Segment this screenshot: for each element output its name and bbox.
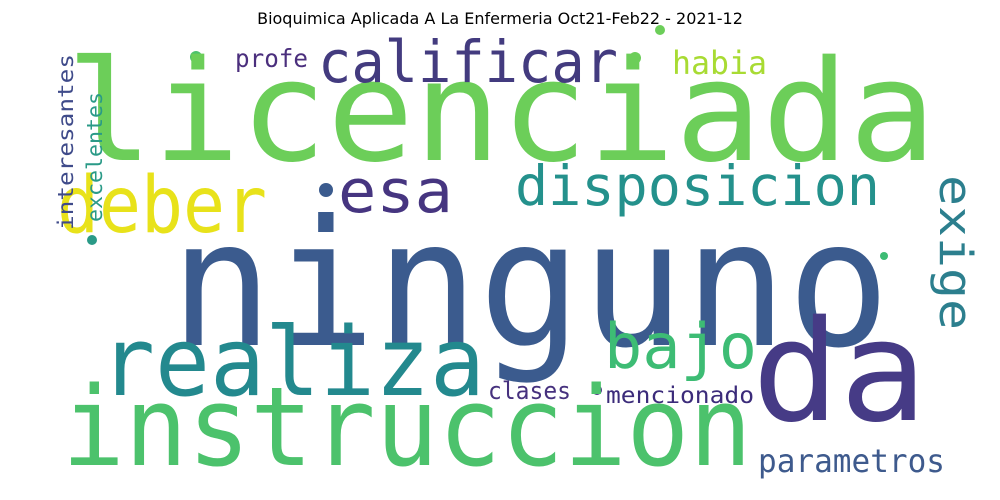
word-licenciada: licenciada — [66, 31, 936, 194]
dot-mark — [592, 385, 602, 395]
word-disposicion: disposicion — [515, 154, 880, 218]
dots-layer — [87, 25, 888, 395]
word-exige: exige — [929, 175, 982, 330]
word-calificar: calificar — [318, 28, 618, 96]
word-excelentes: excelentes — [83, 92, 107, 222]
word-interesantes: interesantes — [54, 54, 78, 230]
word-habia: habia — [672, 44, 767, 82]
word-esa: esa — [338, 157, 453, 227]
word-deber: deber — [57, 161, 267, 251]
dot-mark — [880, 252, 888, 260]
word-instruccion: instruccion — [62, 363, 752, 491]
word-mencionado: mencionado — [606, 383, 754, 409]
word-bajo: bajo — [604, 310, 757, 383]
word-da: da — [752, 291, 927, 454]
dot-mark — [655, 25, 665, 35]
word-profe: profe — [235, 44, 308, 73]
word-parametros: parametros — [758, 442, 945, 480]
dot-mark — [190, 51, 202, 63]
word-realiza: realiza — [100, 308, 485, 418]
word-ninguno: ninguno — [170, 184, 890, 387]
dot-mark — [629, 52, 641, 64]
dot-mark — [87, 235, 97, 245]
word-clases: clases — [488, 377, 571, 405]
dot-mark — [319, 183, 333, 197]
page-title: Bioquimica Aplicada A La Enfermeria Oct2… — [257, 9, 743, 28]
